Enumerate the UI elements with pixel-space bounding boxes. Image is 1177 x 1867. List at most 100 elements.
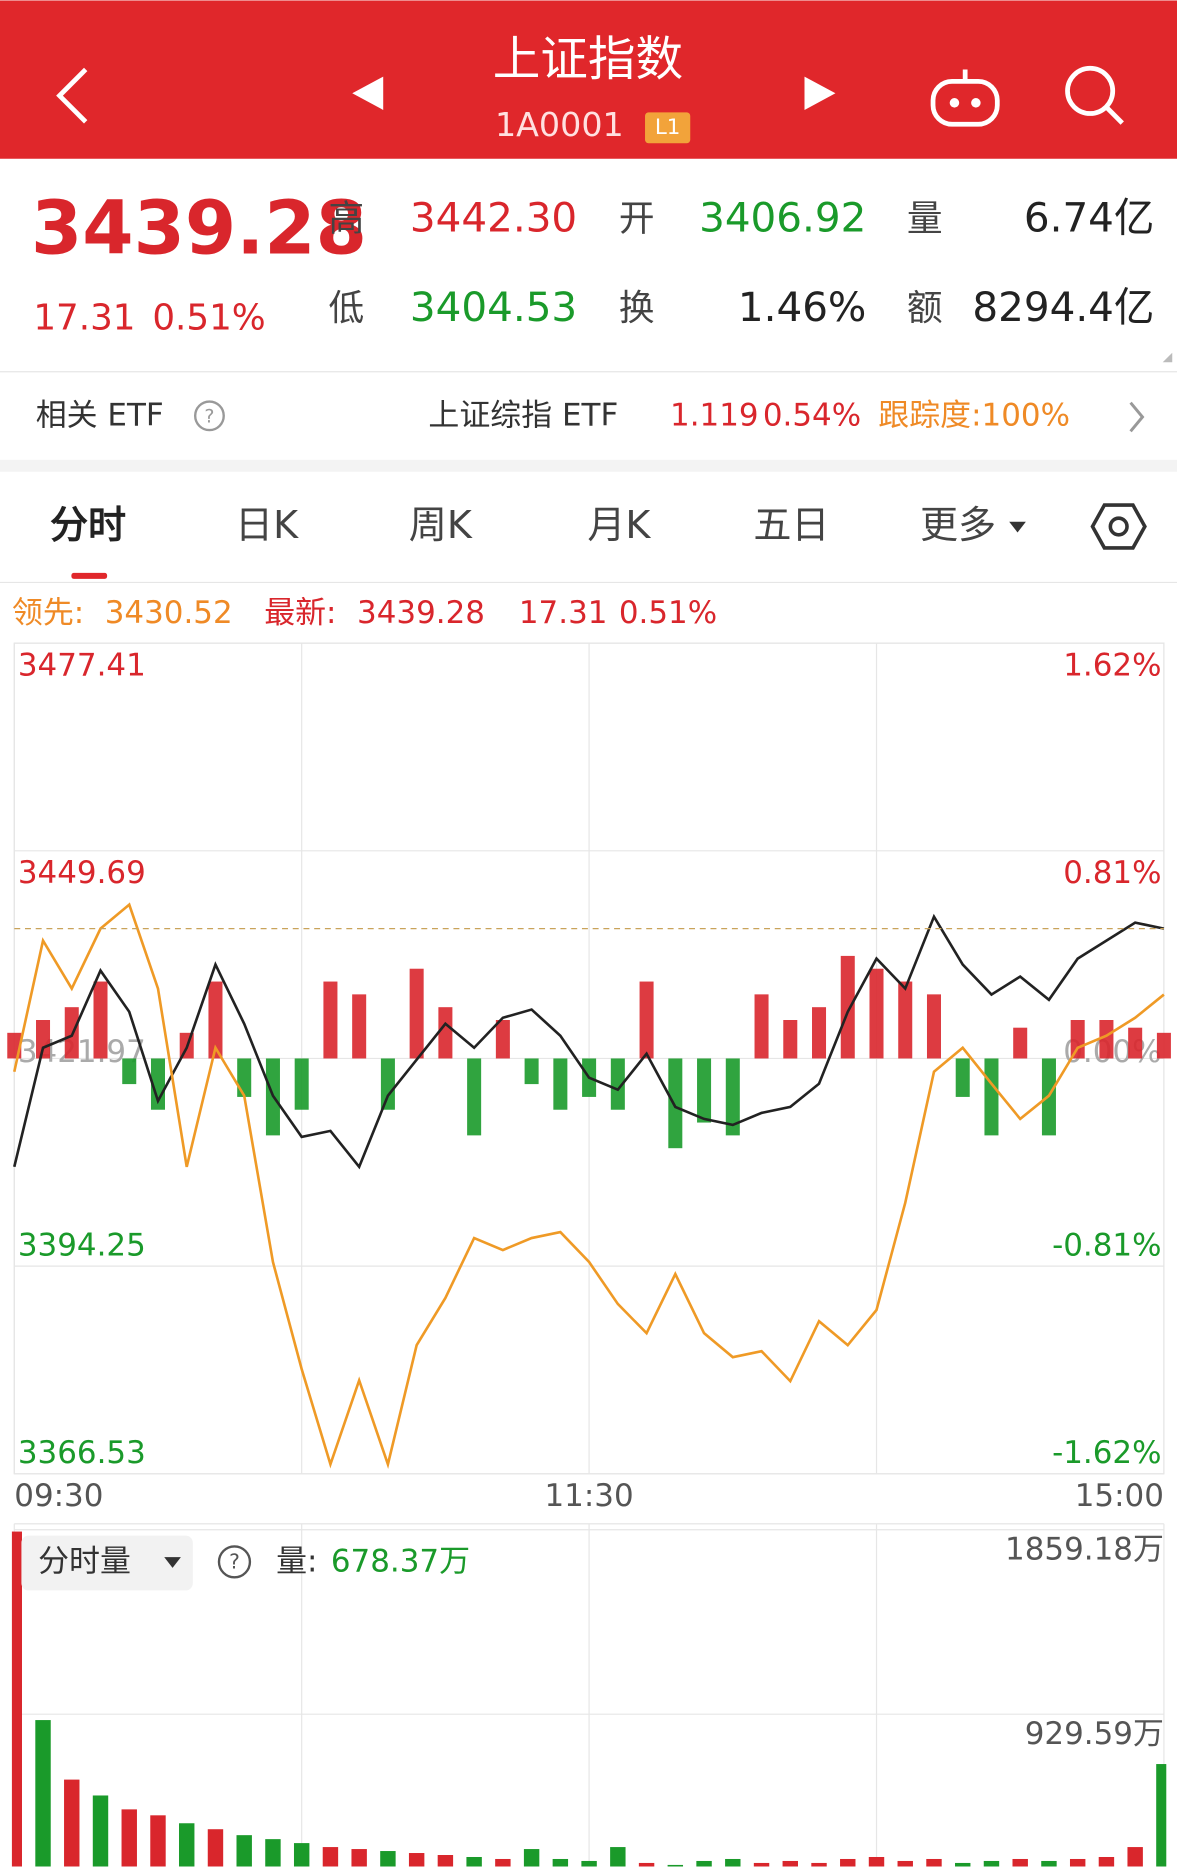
settings-icon[interactable] [1090, 503, 1147, 550]
volume-bar [782, 1860, 798, 1867]
tab-underline [71, 572, 108, 579]
y2-tick-label: -0.81% [1052, 1228, 1161, 1264]
back-button[interactable] [56, 67, 88, 124]
tab[interactable]: 月K [587, 503, 651, 547]
volume-tab[interactable]: 分时量 [38, 1544, 131, 1580]
volume-tab-bg[interactable] [21, 1535, 193, 1591]
search-icon[interactable] [1065, 65, 1124, 125]
signal-bar [1156, 1032, 1171, 1059]
help-mark: ? [204, 406, 214, 428]
signal-bar [380, 1058, 395, 1110]
volume-bar [897, 1860, 913, 1867]
stat-value: 6.74亿 [1024, 194, 1155, 242]
volume-bar [840, 1858, 856, 1867]
stat-value: 3404.53 [410, 283, 577, 331]
signal-bar [294, 1058, 309, 1110]
lead-label: 领先: [12, 595, 84, 631]
signal-bar [926, 994, 941, 1059]
badge: L1 [655, 115, 681, 140]
y-tick-label: 3477.41 [18, 647, 146, 683]
tab[interactable]: 更多 [920, 503, 996, 547]
signal-bar [323, 981, 338, 1059]
volume-bar [523, 1849, 540, 1867]
volume-bar [380, 1851, 396, 1867]
signal-bar [438, 1007, 453, 1059]
volume-bar [11, 1531, 22, 1867]
prev-button[interactable] [352, 76, 384, 110]
stat-label: 量 [907, 199, 943, 240]
signal-bar [697, 1058, 712, 1123]
volume-bar [207, 1829, 224, 1867]
stat-value: 1.46% [738, 283, 867, 331]
volume-bars [11, 1531, 1167, 1867]
change-pct: 0.51% [152, 297, 265, 338]
price: 3439.28 [31, 187, 367, 272]
tab[interactable]: 分时 [50, 503, 126, 547]
etf-name[interactable]: 上证综指 ETF [428, 398, 618, 434]
y-tick-label: 929.59万 [1025, 1716, 1164, 1752]
y-tick-label: 3366.53 [18, 1435, 146, 1471]
tab[interactable]: 日K [235, 503, 299, 547]
volume-bar [638, 1862, 655, 1867]
stat-value: 3442.30 [410, 194, 577, 242]
volume-bar [437, 1855, 454, 1867]
volume-bar [265, 1839, 281, 1867]
more-arrow [1009, 521, 1026, 533]
signal-bar [352, 994, 367, 1059]
y-tick-label: 3449.69 [18, 855, 146, 891]
volume-bar [725, 1858, 741, 1867]
volume-bar [926, 1858, 942, 1867]
y-tick-label: 3394.25 [18, 1228, 146, 1264]
stat-label: 高 [328, 199, 364, 240]
signal-bar [955, 1058, 970, 1097]
volume-bar [868, 1856, 885, 1867]
etf-label: 相关 ETF [36, 398, 164, 434]
badge-bg [645, 112, 691, 144]
signal-bar [869, 968, 884, 1059]
robot-icon[interactable] [930, 69, 1000, 127]
volume-bar [1041, 1860, 1057, 1867]
x-tick-label: 15:00 [1075, 1478, 1164, 1514]
etf-pct: 0.54% [763, 398, 861, 434]
volume-bar [322, 1847, 339, 1867]
stat-label: 换 [619, 288, 655, 329]
signal-bar [1128, 1027, 1143, 1059]
latest-label: 最新: [264, 595, 336, 631]
next-button[interactable] [804, 76, 836, 110]
x-tick-label: 09:30 [14, 1478, 103, 1514]
volume-bar [35, 1720, 51, 1867]
signal-bar [725, 1058, 740, 1136]
volume-bar [466, 1856, 482, 1867]
signal-bar [840, 955, 855, 1059]
signal-bar [208, 981, 223, 1059]
code: 1A0001 [495, 105, 624, 144]
volume-bar [811, 1862, 827, 1867]
volume-bar [552, 1858, 569, 1867]
signal-bar [1099, 1020, 1114, 1059]
volume-bar [667, 1864, 684, 1867]
etf-chevron[interactable] [1129, 401, 1145, 433]
signal-bar [524, 1058, 539, 1085]
gap [0, 459, 1177, 472]
help-icon[interactable] [193, 400, 225, 432]
signal-bar [1070, 1020, 1085, 1059]
title: 上证指数 [493, 32, 683, 87]
tab[interactable]: 五日 [753, 503, 829, 547]
signal-bar [754, 994, 769, 1059]
volume-bar [581, 1860, 597, 1867]
volume-bar [1012, 1858, 1028, 1867]
stat-value: 8294.4亿 [972, 283, 1154, 331]
stat-value: 3406.92 [699, 194, 866, 242]
stat-label: 低 [328, 288, 364, 329]
signal-bar [467, 1058, 482, 1136]
signal-bar [783, 1020, 798, 1059]
signal-bar [93, 981, 108, 1059]
tab[interactable]: 周K [409, 503, 473, 547]
volume-help[interactable] [217, 1545, 252, 1579]
latest-pct: 0.51% [619, 595, 717, 631]
volume-bar [495, 1858, 511, 1867]
signal-bar [36, 1020, 51, 1059]
volume-bar [696, 1860, 712, 1867]
signal-bar [495, 1020, 510, 1059]
